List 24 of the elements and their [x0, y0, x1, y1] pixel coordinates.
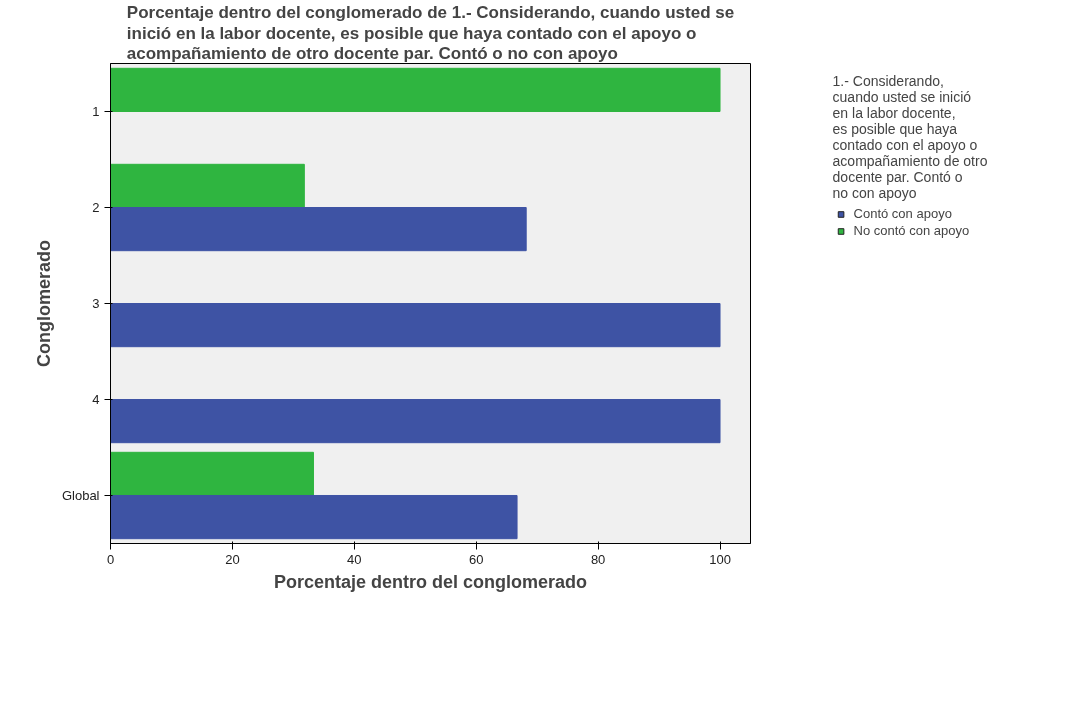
legend-label: Contó con apoyo — [853, 206, 952, 221]
y-axis-title: Conglomerado — [33, 239, 54, 367]
x-tick-label: 100 — [709, 551, 731, 567]
x-axis-title: Porcentaje dentro del conglomerado — [273, 571, 588, 592]
legend-title: 1.- Considerando, cuando usted se inició en la labor docente, es posible que haya contado con el apoyo o acompañamiento de otro docente par. Contó o no con apoyo — [832, 73, 988, 201]
bar — [110, 67, 721, 112]
x-tick-label: 80 — [590, 551, 606, 567]
x-tick-label: 20 — [225, 551, 240, 567]
bar — [110, 399, 721, 444]
y-tick-label: 2 — [92, 200, 100, 215]
y-tick-label: 1 — [92, 104, 100, 119]
bar — [110, 163, 305, 208]
bar — [110, 207, 527, 252]
bar — [110, 303, 721, 348]
legend-label: No contó con apoyo — [853, 223, 970, 238]
x-tick-label: 40 — [347, 551, 362, 567]
x-tick-label: 60 — [468, 551, 484, 567]
x-tick-label: 0 — [106, 551, 115, 567]
y-tick-label: Global — [61, 488, 100, 503]
y-tick-label: 4 — [92, 392, 100, 407]
bar — [110, 495, 518, 540]
chart-title: Porcentaje dentro del conglomerado de 1.- Considerando, cuando usted se inició en la labor docente, es posible que haya contado con el apoyo o acompañamiento de otro docente par. Contó o no con apoyo — [126, 2, 735, 64]
y-tick-label: 3 — [92, 296, 100, 311]
bar — [110, 451, 314, 496]
